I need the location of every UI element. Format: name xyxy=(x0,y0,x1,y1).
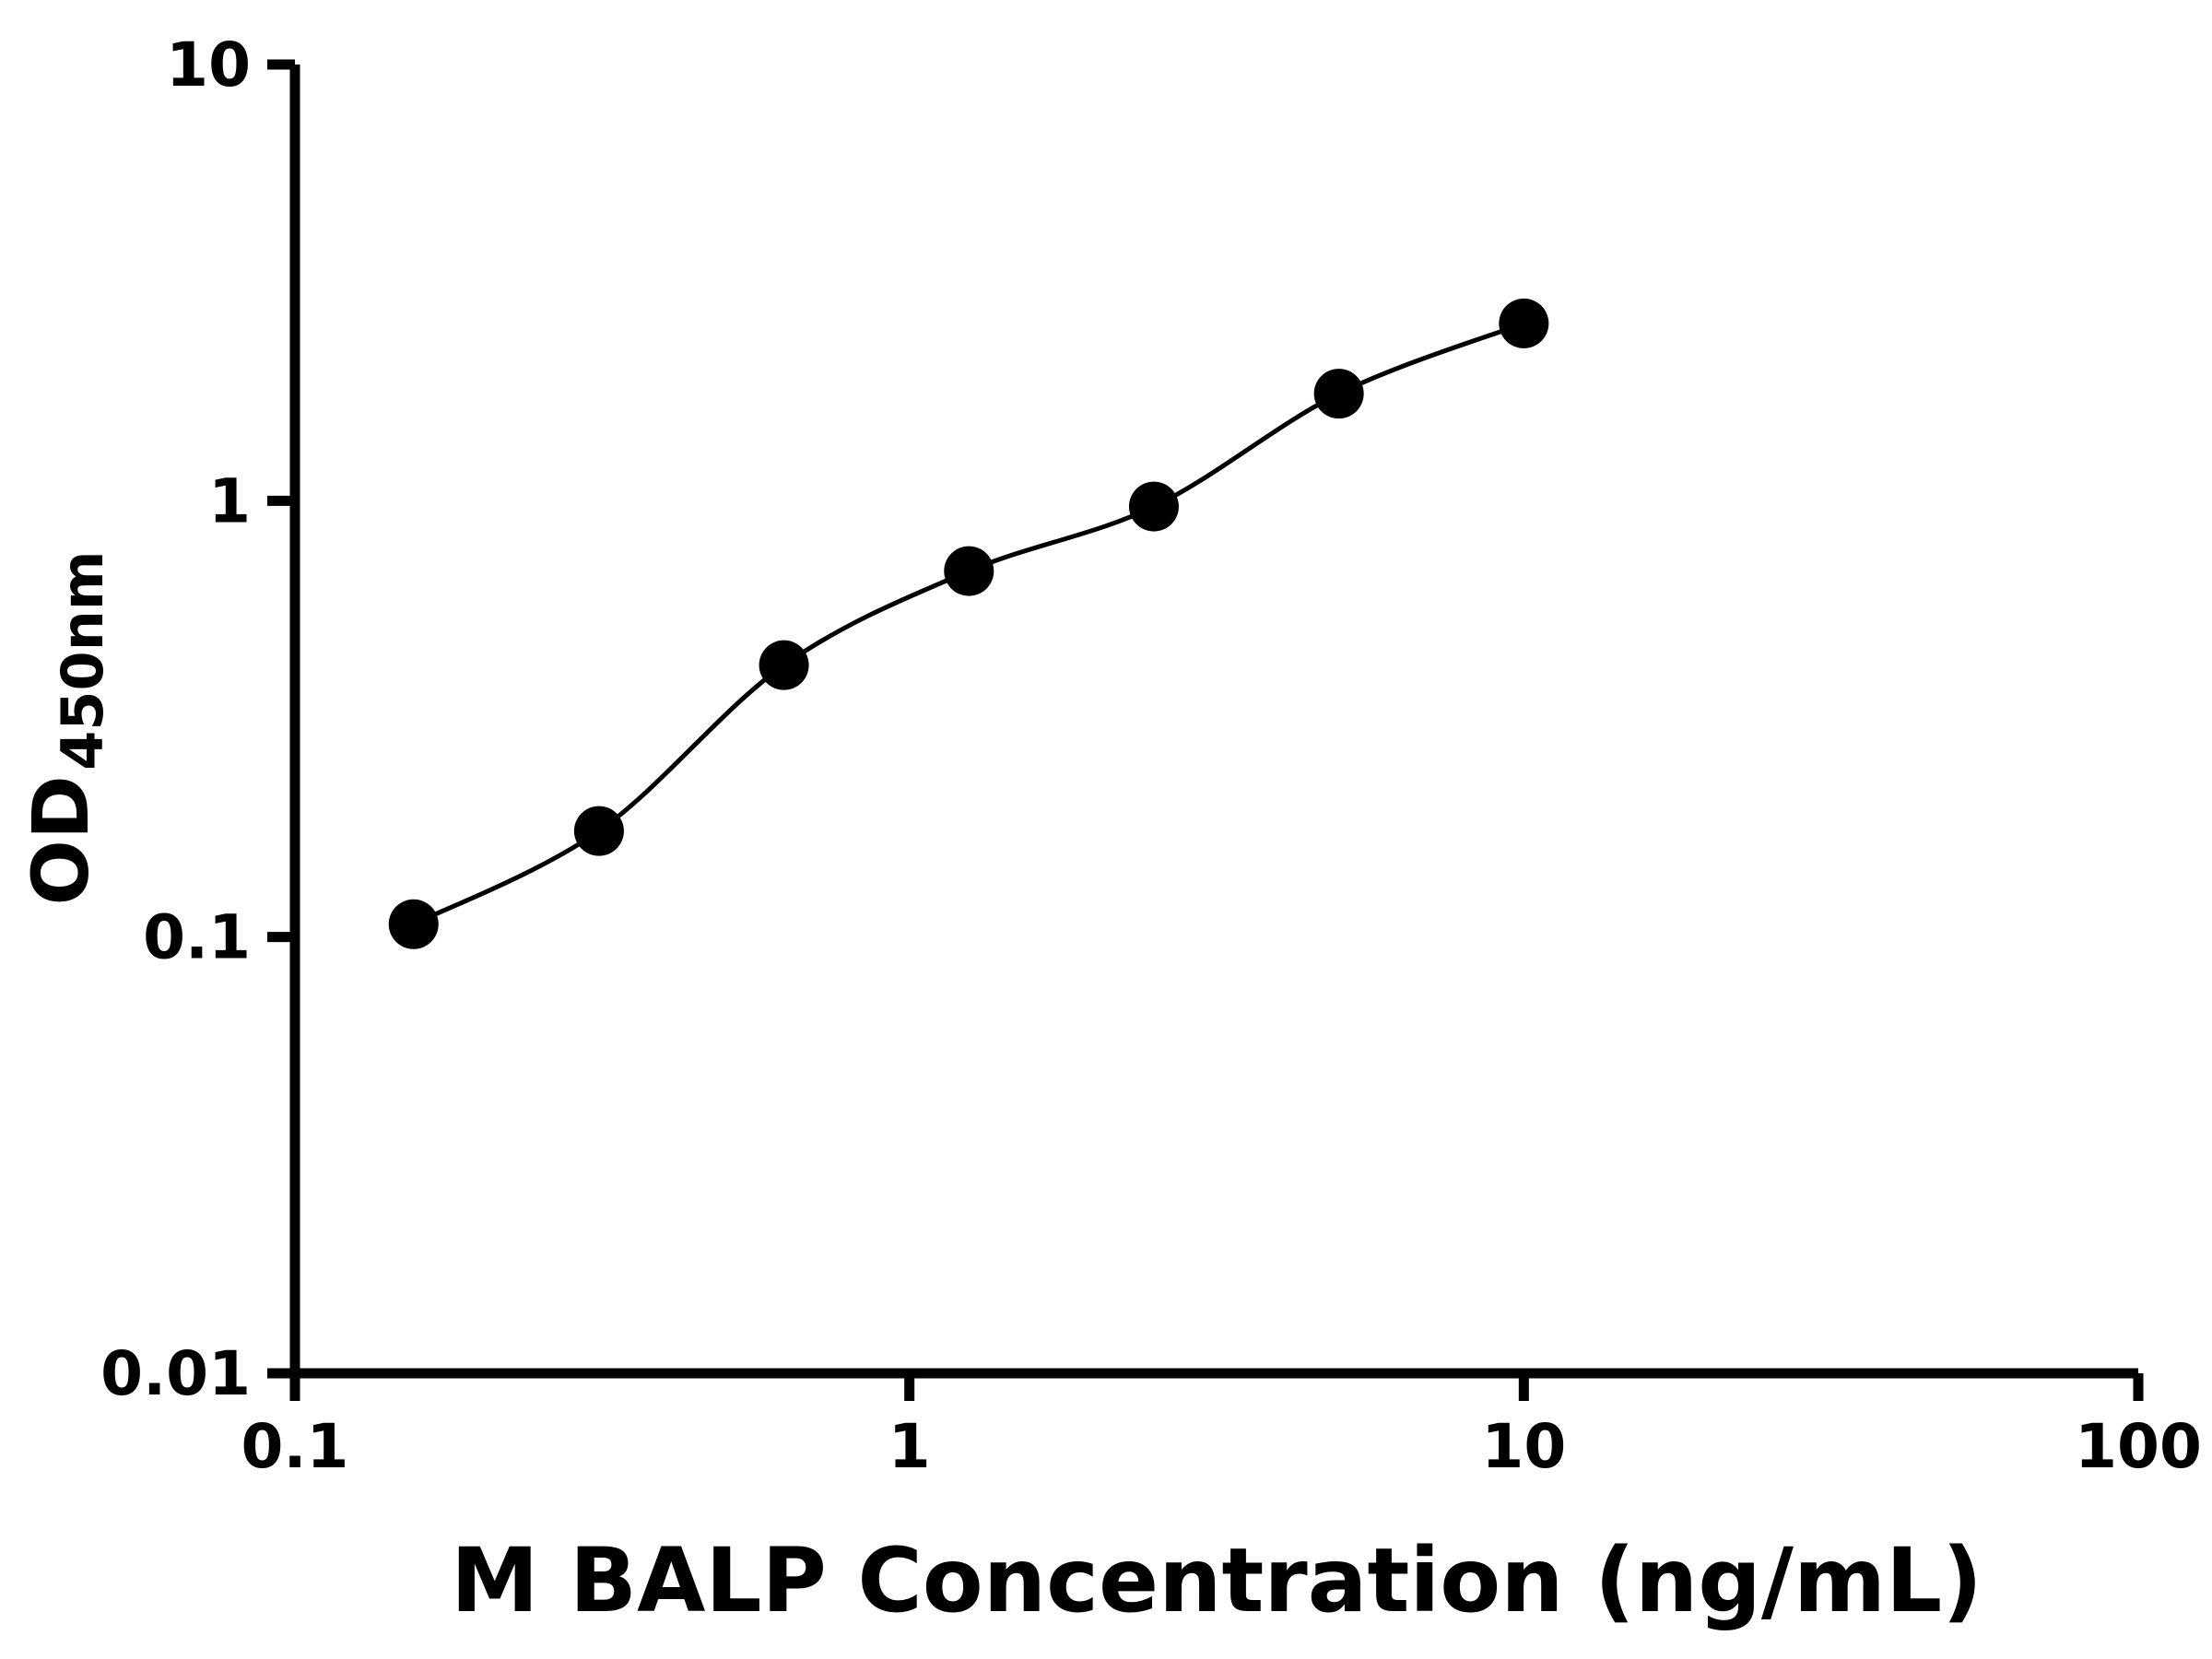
y-tick-label: 0.1 xyxy=(143,902,251,973)
y-axis-label: OD 450nm xyxy=(16,551,116,906)
data-point xyxy=(573,806,624,856)
x-tick-label: 100 xyxy=(2075,1411,2202,1482)
data-point xyxy=(944,546,994,596)
y-tick-label: 1 xyxy=(208,465,251,536)
x-tick-label: 1 xyxy=(888,1411,931,1482)
data-point xyxy=(1128,481,1179,532)
x-tick-label: 0.1 xyxy=(241,1411,349,1482)
data-point xyxy=(388,899,439,949)
data-point xyxy=(1499,298,1549,348)
data-point xyxy=(1313,369,1364,419)
y-tick-label: 0.01 xyxy=(100,1338,251,1409)
data-point xyxy=(759,640,809,690)
y-tick-label: 10 xyxy=(166,29,251,100)
y-axis-label-main: OD xyxy=(16,775,106,905)
x-tick-label: 10 xyxy=(1481,1411,1566,1482)
x-axis-label: M BALP Concentration (ng/mL) xyxy=(451,1529,1983,1632)
y-axis-label-sub: 450nm xyxy=(49,551,116,771)
